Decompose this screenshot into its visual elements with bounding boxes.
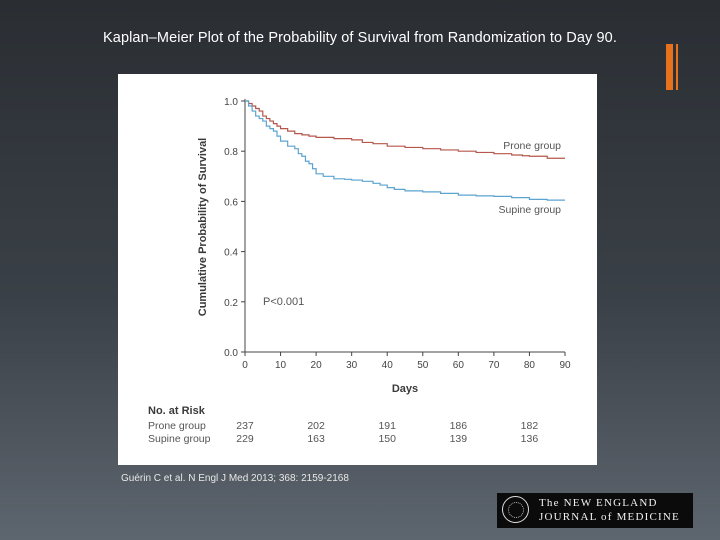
x-tick-label: 70 <box>488 360 500 371</box>
x-tick-label: 40 <box>382 360 394 371</box>
y-tick-label: 0.4 <box>224 248 238 259</box>
x-axis-label: Days <box>392 383 418 395</box>
logo-line-1: The NEW ENGLAND <box>539 497 658 509</box>
y-tick-label: 1.0 <box>224 97 238 108</box>
risk-value: 139 <box>450 433 468 445</box>
x-tick-label: 20 <box>311 360 323 371</box>
risk-table-header: No. at Risk <box>148 405 206 417</box>
citation: Guérin C et al. N Engl J Med 2013; 368: … <box>121 473 349 484</box>
x-tick-label: 80 <box>524 360 536 371</box>
x-tick-label: 10 <box>275 360 287 371</box>
risk-value: 229 <box>236 433 254 445</box>
y-tick-label: 0.8 <box>224 147 238 158</box>
x-tick-label: 90 <box>559 360 571 371</box>
risk-value: 150 <box>378 433 396 445</box>
nejm-logo: The NEW ENGLAND JOURNAL of MEDICINE <box>497 493 693 528</box>
risk-row-label: Prone group <box>148 420 206 432</box>
logo-line-2: JOURNAL of MEDICINE <box>539 511 680 523</box>
figure-panel: 0.0 0.2 0.4 0.6 0.8 1.0 0 10 20 30 40 50 60 70 80 90 Cu… <box>118 74 597 465</box>
chart-ticks: 0.0 0.2 0.4 0.6 0.8 1.0 0 10 20 30 40 50 60 70 80 90 <box>224 97 571 371</box>
risk-value: 182 <box>521 420 539 432</box>
y-tick-label: 0.6 <box>224 197 238 208</box>
x-tick-label: 60 <box>453 360 465 371</box>
risk-value: 186 <box>450 420 468 432</box>
chart-axes <box>244 99 565 353</box>
supine-group-curve <box>245 100 565 201</box>
risk-value: 163 <box>307 433 325 445</box>
prone-group-label: Prone group <box>503 140 561 152</box>
y-axis-label: Cumulative Probability of Survival <box>197 138 209 317</box>
p-value-annotation: P<0.001 <box>263 296 304 308</box>
y-tick-label: 0.0 <box>224 348 238 359</box>
risk-row-label: Supine group <box>148 433 211 445</box>
prone-group-curve <box>245 100 565 159</box>
risk-value: 237 <box>236 420 254 432</box>
y-tick-label: 0.2 <box>224 298 238 309</box>
series-labels: Prone group Supine group <box>499 140 562 216</box>
slide-title: Kaplan–Meier Plot of the Probability of … <box>103 30 617 46</box>
seal-icon <box>502 496 529 523</box>
accent-bar <box>666 44 673 90</box>
x-tick-label: 50 <box>417 360 429 371</box>
chart-series <box>245 100 565 201</box>
x-tick-label: 0 <box>242 360 248 371</box>
supine-group-label: Supine group <box>499 204 562 216</box>
km-chart: 0.0 0.2 0.4 0.6 0.8 1.0 0 10 20 30 40 50 60 70 80 90 Cu… <box>148 97 571 445</box>
risk-value: 191 <box>378 420 396 432</box>
risk-value: 202 <box>307 420 325 432</box>
risk-table: No. at Risk Prone group 237 202 191 186 182 Su… <box>148 405 538 445</box>
x-tick-label: 30 <box>346 360 358 371</box>
risk-value: 136 <box>521 433 539 445</box>
accent-line <box>676 44 678 90</box>
